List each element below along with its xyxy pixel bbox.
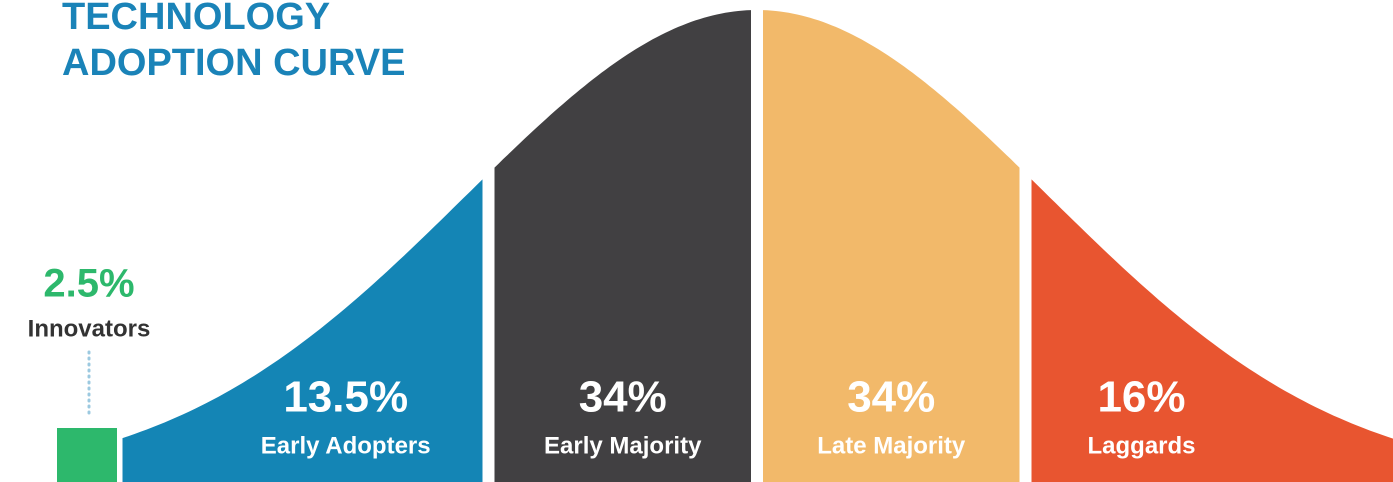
value-label: 13.5%	[283, 373, 408, 422]
chart-title: TECHNOLOGY ADOPTION CURVE	[62, 0, 406, 84]
category-label: Late Majority	[817, 432, 966, 459]
category-label: Early Adopters	[261, 432, 431, 459]
segment	[122, 179, 483, 482]
value-label: 34%	[579, 373, 667, 422]
category-label: Laggards	[1087, 432, 1195, 459]
value-label: 2.5%	[43, 262, 134, 306]
value-label: 34%	[847, 373, 935, 422]
segment	[1031, 179, 1393, 482]
segment	[763, 10, 1020, 482]
category-label: Early Majority	[544, 432, 702, 459]
segment	[57, 428, 117, 482]
category-label: Innovators	[28, 315, 151, 342]
segment	[494, 10, 751, 482]
value-label: 16%	[1097, 373, 1185, 422]
